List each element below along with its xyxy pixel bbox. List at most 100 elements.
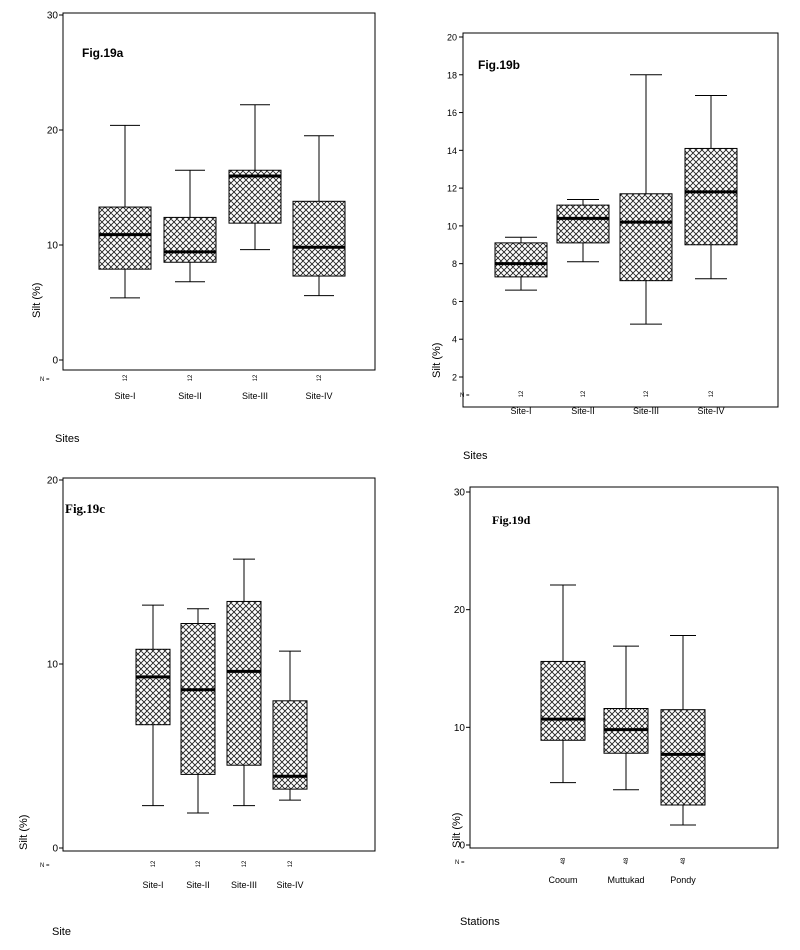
box-1	[540, 584, 586, 784]
n-count: 12	[196, 860, 202, 867]
box-2	[603, 645, 649, 791]
category-label: Site-II	[571, 406, 595, 416]
y-tick-label: 10	[47, 660, 59, 671]
y-tick-label: 10	[47, 241, 59, 252]
iqr-box	[228, 169, 282, 224]
y-tick-label: 10	[454, 723, 466, 734]
category-label: Site-IV	[697, 406, 724, 416]
category-label: Site-II	[178, 391, 202, 401]
y-axis-label: Silt (%)	[451, 813, 463, 848]
iqr-box	[540, 660, 586, 741]
y-tick-label: 10	[447, 221, 457, 231]
n-count: 12	[581, 390, 587, 397]
iqr-box	[135, 648, 171, 726]
category-label: Site-IV	[276, 880, 303, 890]
plot-frame	[462, 32, 779, 408]
iqr-box	[619, 193, 673, 282]
x-axis-label: Sites	[55, 433, 80, 445]
box-1	[494, 236, 548, 291]
iqr-box	[556, 204, 610, 244]
x-axis-label: Site	[52, 926, 71, 938]
box-2	[556, 198, 610, 263]
box-3	[619, 74, 673, 325]
y-tick-label: 4	[452, 335, 457, 345]
plot-frame	[62, 477, 376, 852]
box-3	[226, 558, 262, 807]
chart-panel-2: 2 4 6 8 10 12 14 16 18 20 N = 12 Site-I 12 Site-II 12 Si…	[431, 32, 779, 462]
iqr-box	[684, 147, 738, 246]
n-count: 48	[624, 857, 630, 864]
n-label: N =	[460, 393, 470, 399]
category-label: Site-I	[510, 406, 531, 416]
chart-panel-4: 0 10 20 30 N = 48 Cooum 48 Muttukad 48 Pondy Fig.19…	[451, 486, 779, 928]
n-count: 12	[644, 390, 650, 397]
chart-title: Fig.19c	[65, 501, 105, 516]
y-tick-label: 12	[447, 184, 457, 194]
n-label: N =	[40, 377, 50, 383]
box-3	[660, 635, 706, 826]
n-count: 48	[561, 857, 567, 864]
n-count: 12	[253, 374, 259, 381]
y-tick-label: 20	[47, 476, 59, 487]
y-tick-label: 0	[459, 841, 465, 852]
y-tick-label: 30	[454, 488, 466, 499]
n-count: 12	[123, 374, 129, 381]
y-tick-label: 14	[447, 146, 457, 156]
iqr-box	[98, 206, 152, 270]
y-axis-label: Silt (%)	[31, 283, 43, 318]
n-count: 12	[519, 390, 525, 397]
iqr-box	[163, 216, 217, 263]
x-axis-label: Sites	[463, 450, 488, 462]
y-tick-label: 18	[447, 70, 457, 80]
iqr-box	[292, 200, 346, 277]
category-label: Cooum	[548, 875, 577, 885]
y-tick-label: 30	[47, 11, 59, 22]
box-2	[180, 608, 216, 814]
y-axis-label: Silt (%)	[18, 815, 30, 850]
n-count: 12	[242, 860, 248, 867]
y-tick-label: 2	[452, 373, 457, 383]
category-label: Muttukad	[607, 875, 644, 885]
category-label: Site-III	[242, 391, 268, 401]
y-tick-label: 20	[447, 33, 457, 43]
y-axis-label: Silt (%)	[431, 343, 443, 378]
box-4	[292, 135, 346, 297]
chart-title: Fig.19d	[492, 513, 531, 527]
box-2	[163, 169, 217, 283]
x-axis-label: Stations	[460, 916, 500, 928]
y-tick-label: 16	[447, 108, 457, 118]
y-tick-label: 20	[454, 605, 466, 616]
y-tick-label: 0	[52, 356, 58, 367]
category-label: Site-IV	[305, 391, 332, 401]
n-count: 12	[317, 374, 323, 381]
category-label: Site-I	[142, 880, 163, 890]
plot-frame	[62, 12, 376, 371]
plot-frame	[469, 486, 779, 849]
box-1	[135, 604, 171, 807]
category-label: Site-II	[186, 880, 210, 890]
y-tick-label: 20	[47, 126, 59, 137]
n-label: N =	[40, 863, 50, 869]
n-count: 12	[288, 860, 294, 867]
category-label: Pondy	[670, 875, 696, 885]
y-tick-label: 0	[52, 844, 58, 855]
box-4	[272, 650, 308, 801]
chart-title: Fig.19a	[82, 46, 124, 60]
box-3	[228, 104, 282, 251]
n-label: N =	[455, 860, 465, 866]
n-count: 12	[188, 374, 194, 381]
category-label: Site-III	[231, 880, 257, 890]
y-tick-label: 8	[452, 259, 457, 269]
chart-panel-1: 0 10 20 30 N = 12 Site-I 12 Site-II 12 Site-III 12 S…	[31, 11, 376, 445]
iqr-box	[180, 623, 216, 775]
chart-title: Fig.19b	[478, 58, 520, 72]
category-label: Site-III	[633, 406, 659, 416]
chart-panel-3: 0 10 20 N = 12 Site-I 12 Site-II 12 Site-III 12 Sit…	[18, 476, 376, 938]
n-count: 48	[681, 857, 687, 864]
category-label: Site-I	[114, 391, 135, 401]
y-tick-label: 6	[452, 297, 457, 307]
iqr-box	[494, 242, 548, 278]
n-count: 12	[151, 860, 157, 867]
box-1	[98, 124, 152, 299]
